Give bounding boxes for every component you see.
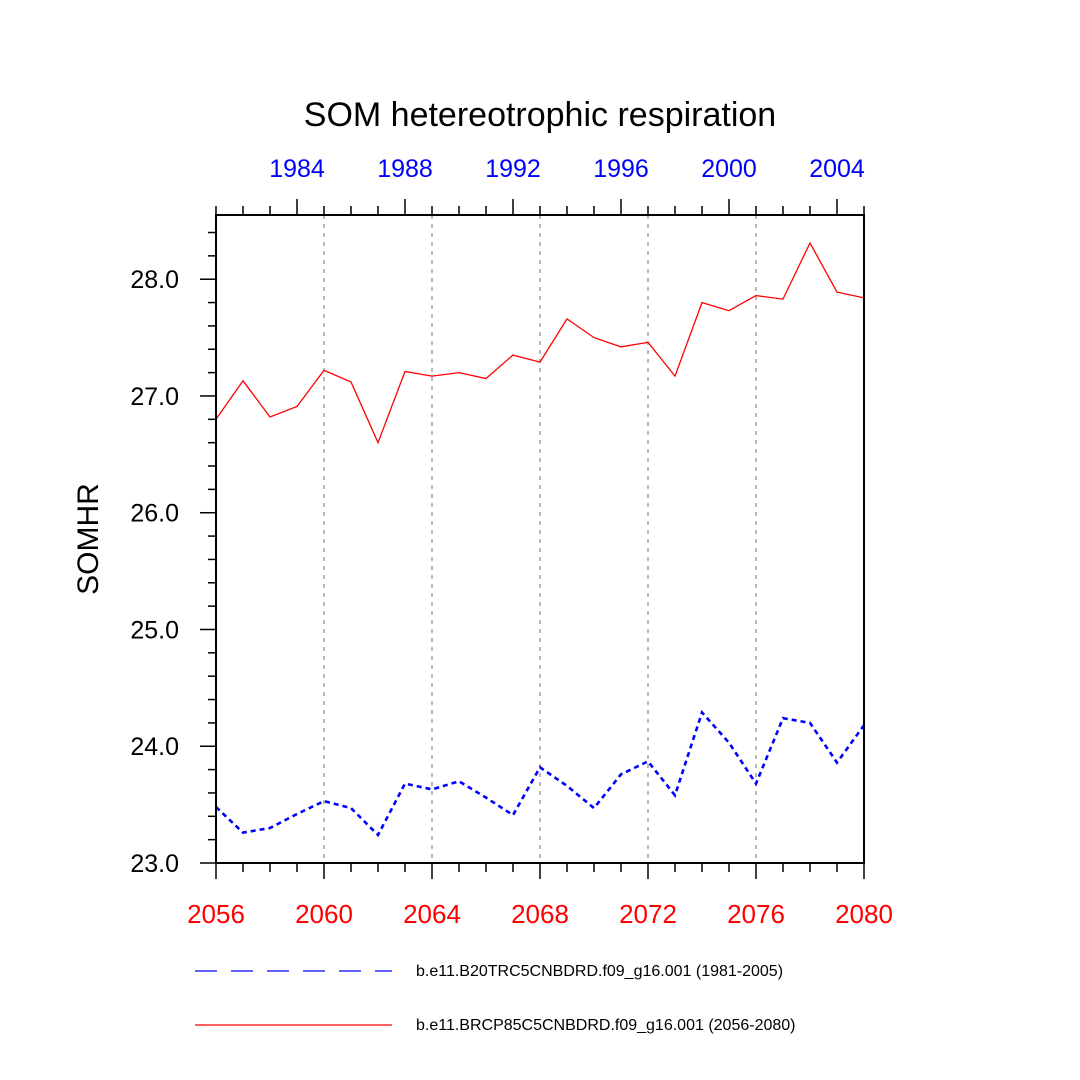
grid-lines [323,215,757,863]
x-bottom-tick-label: 2068 [511,899,569,929]
x-bottom-tick-label: 2064 [403,899,461,929]
series-line-0 [215,709,866,838]
y-tick-label: 25.0 [130,616,179,644]
y-tick-label: 27.0 [130,383,179,411]
y-tick-label: 23.0 [130,850,179,878]
tick-labels: 23.0 24.0 25.0 26.0 27.0 28.0 2056 2060 2064 2068… [130,155,893,929]
chart-title: SOM hetereotrophic respiration [304,96,776,134]
x-bottom-tick-label: 2076 [727,899,785,929]
axis-ticks [200,199,865,879]
series-line-1 [215,241,865,445]
x-top-tick-label: 1988 [377,155,433,183]
y-tick-label: 24.0 [130,733,179,761]
legend: b.e11.B20TRC5CNBDRD.f09_g16.001 (1981-20… [195,963,795,1034]
x-bottom-tick-label: 2080 [835,899,893,929]
x-top-tick-label: 2000 [701,155,757,183]
y-tick-label: 26.0 [130,500,179,528]
y-tick-label: 28.0 [130,266,179,294]
x-bottom-tick-label: 2060 [295,899,353,929]
series-lines [215,241,866,838]
x-top-tick-label: 1996 [593,155,649,183]
x-top-tick-label: 1984 [269,155,325,183]
x-top-tick-label: 2004 [809,155,865,183]
x-bottom-tick-label: 2056 [187,899,245,929]
x-top-tick-label: 1992 [485,155,541,183]
legend-label-brcp85: b.e11.BRCP85C5CNBDRD.f09_g16.001 (2056-2… [416,1017,795,1034]
y-axis-label: SOMHR [72,483,105,595]
x-bottom-tick-label: 2072 [619,899,677,929]
legend-label-b20trc: b.e11.B20TRC5CNBDRD.f09_g16.001 (1981-20… [416,963,783,980]
